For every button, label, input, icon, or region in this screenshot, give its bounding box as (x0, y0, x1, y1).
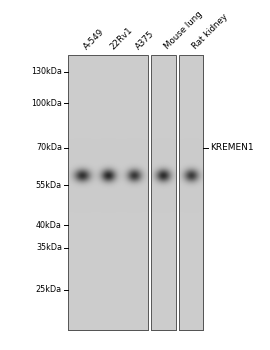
Bar (151, 55, 176, 330)
Text: Mouse lung: Mouse lung (163, 9, 205, 51)
Text: A-549: A-549 (82, 27, 106, 51)
Text: KREMEN1: KREMEN1 (210, 144, 254, 153)
Bar (151, 55, 176, 330)
Text: 40kDa: 40kDa (36, 220, 62, 230)
Text: 130kDa: 130kDa (31, 68, 62, 77)
Text: 100kDa: 100kDa (31, 98, 62, 107)
Bar (68, 55, 148, 330)
Text: 25kDa: 25kDa (36, 286, 62, 294)
Bar (68, 55, 148, 330)
Text: Rat kidney: Rat kidney (191, 12, 230, 51)
Text: 55kDa: 55kDa (36, 181, 62, 189)
Bar (179, 55, 203, 330)
Text: 70kDa: 70kDa (36, 144, 62, 153)
Text: 35kDa: 35kDa (36, 244, 62, 252)
Text: A375: A375 (134, 29, 156, 51)
Text: 22Rv1: 22Rv1 (108, 25, 134, 51)
Bar (179, 55, 203, 330)
